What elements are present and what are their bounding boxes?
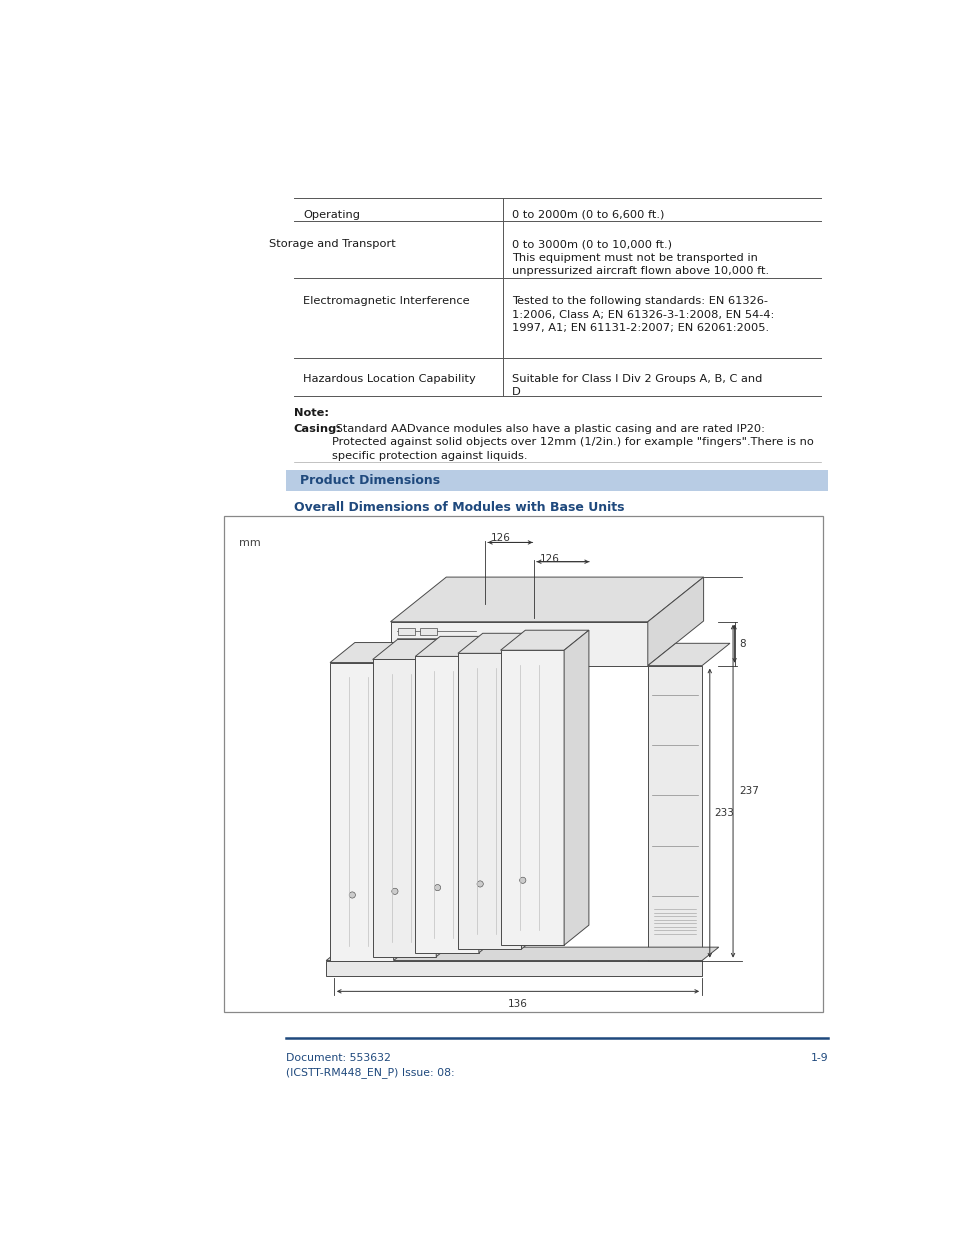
Polygon shape [647,666,701,961]
Text: Note:: Note: [294,409,328,419]
Text: Storage and Transport: Storage and Transport [269,240,395,249]
Text: 136: 136 [508,999,527,1009]
Circle shape [519,877,525,883]
Circle shape [434,884,440,890]
Polygon shape [521,634,546,948]
Polygon shape [419,651,436,657]
Text: Document: 553632
(ICSTT-RM448_EN_P) Issue: 08:: Document: 553632 (ICSTT-RM448_EN_P) Issu… [286,1053,454,1078]
Text: Suitable for Class I Div 2 Groups A, B, C and
D: Suitable for Class I Div 2 Groups A, B, … [512,374,761,398]
Text: 0 to 3000m (0 to 10,000 ft.)
This equipment must not be transported in
unpressur: 0 to 3000m (0 to 10,000 ft.) This equipm… [512,240,768,277]
Polygon shape [373,640,460,659]
Polygon shape [436,640,460,957]
Polygon shape [419,629,436,635]
Text: 233: 233 [714,808,734,818]
Polygon shape [330,662,394,961]
Polygon shape [419,640,436,646]
Polygon shape [390,621,647,666]
Text: Electromagnetic Interference: Electromagnetic Interference [303,296,469,306]
Polygon shape [415,636,503,656]
Text: Hazardous Location Capability: Hazardous Location Capability [303,374,476,384]
Polygon shape [397,640,415,646]
Text: Casing:: Casing: [294,424,341,433]
Polygon shape [500,651,563,945]
Circle shape [392,888,397,894]
Text: 8: 8 [739,638,745,648]
Circle shape [476,881,483,887]
Polygon shape [326,947,718,961]
Polygon shape [563,630,588,945]
Polygon shape [457,653,521,948]
Text: 126: 126 [491,534,511,543]
Text: 237: 237 [739,787,759,797]
Polygon shape [397,651,415,657]
Polygon shape [478,636,503,953]
Text: mm: mm [239,537,261,548]
Text: Tested to the following standards: EN 61326-
1:2006, Class A; EN 61326-3-1:2008,: Tested to the following standards: EN 61… [512,296,774,333]
Polygon shape [373,659,436,957]
Polygon shape [326,961,701,976]
Polygon shape [647,643,729,666]
Text: Product Dimensions: Product Dimensions [299,474,439,487]
Text: 0 to 2000m (0 to 6,600 ft.): 0 to 2000m (0 to 6,600 ft.) [512,210,664,220]
Polygon shape [394,642,418,961]
Circle shape [349,892,355,898]
Polygon shape [457,634,546,653]
Text: Standard AADvance modules also have a plastic casing and are rated IP20:
Protect: Standard AADvance modules also have a pl… [332,424,813,461]
Text: Overall Dimensions of Modules with Base Units: Overall Dimensions of Modules with Base … [294,501,623,514]
Polygon shape [500,630,588,651]
Polygon shape [390,577,703,621]
Text: Operating: Operating [304,210,360,220]
Polygon shape [397,629,415,635]
Text: 1-9: 1-9 [810,1053,827,1063]
Bar [224,516,822,1013]
Polygon shape [330,642,418,662]
Polygon shape [647,577,703,666]
Polygon shape [415,656,478,953]
Text: 126: 126 [539,555,559,564]
Bar [286,471,827,490]
